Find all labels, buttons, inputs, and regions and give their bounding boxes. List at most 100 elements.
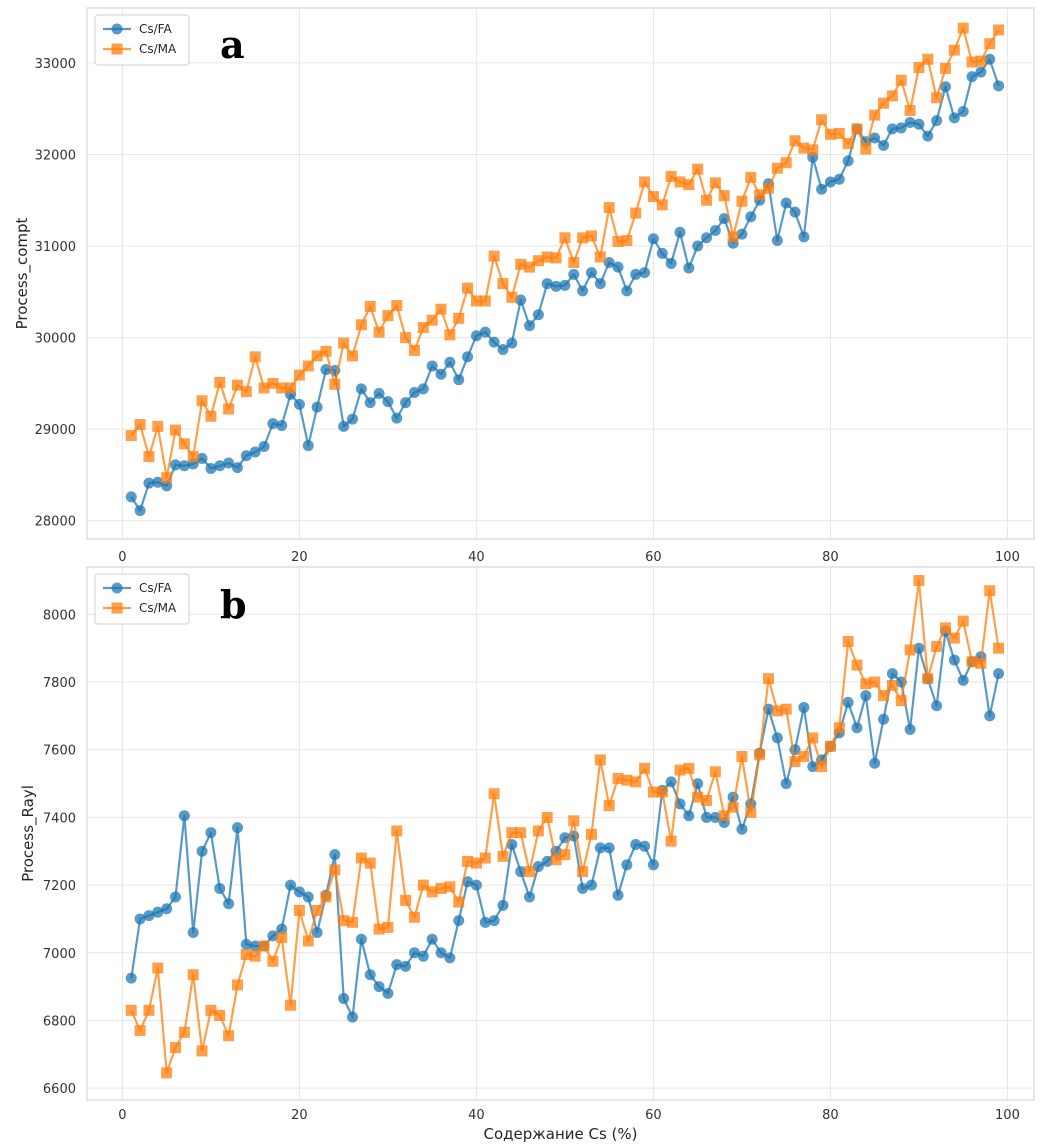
data-point xyxy=(258,441,270,453)
y-axis-label: Process_Rayl xyxy=(19,785,38,882)
data-point xyxy=(143,910,155,922)
y-tick-label: 7200 xyxy=(43,879,76,894)
data-point xyxy=(939,62,951,74)
data-point xyxy=(276,923,288,935)
data-point xyxy=(745,171,757,183)
data-point xyxy=(479,326,491,338)
data-point xyxy=(435,303,447,315)
data-point xyxy=(205,827,217,839)
data-point xyxy=(585,230,597,242)
data-point xyxy=(453,374,465,386)
data-point xyxy=(320,364,332,376)
data-point xyxy=(178,438,190,450)
data-point xyxy=(665,257,677,269)
data-point xyxy=(869,757,881,769)
data-point xyxy=(524,866,536,878)
data-point xyxy=(382,921,394,933)
data-point xyxy=(240,938,252,950)
data-point xyxy=(568,257,580,269)
data-point xyxy=(373,981,385,993)
data-point xyxy=(479,852,491,864)
data-point xyxy=(603,257,615,269)
data-point xyxy=(807,761,819,773)
data-point xyxy=(771,705,783,717)
chart-panel-b: 0 20 40 60 80 100 6600 6800 7000 7200 7400 7600 7800… xyxy=(19,566,1035,1143)
y-tick-label: 30000 xyxy=(35,332,76,347)
data-point xyxy=(400,332,412,344)
data-point xyxy=(931,700,943,712)
data-point xyxy=(603,202,615,214)
data-point xyxy=(444,356,456,368)
data-point xyxy=(869,676,881,688)
legend-label: Cs/FA xyxy=(139,581,172,595)
data-point xyxy=(559,232,571,244)
data-point xyxy=(780,778,792,790)
data-point xyxy=(152,420,164,432)
data-point xyxy=(347,1011,359,1023)
data-point xyxy=(860,690,872,702)
data-point xyxy=(975,657,987,669)
data-point xyxy=(382,310,394,322)
data-point xyxy=(214,1009,226,1021)
data-point xyxy=(214,460,226,472)
x-tick-label: 80 xyxy=(822,1108,839,1123)
data-point xyxy=(285,382,297,394)
data-point xyxy=(577,285,589,297)
data-point xyxy=(798,701,810,713)
data-point xyxy=(630,838,642,850)
data-point xyxy=(736,195,748,207)
y-tick-label: 29000 xyxy=(35,423,76,438)
data-point xyxy=(621,774,633,786)
data-point xyxy=(736,751,748,763)
data-point xyxy=(647,233,659,245)
x-tick-label: 100 xyxy=(995,550,1020,565)
data-point xyxy=(408,344,420,356)
data-point xyxy=(249,351,261,363)
data-point xyxy=(470,879,482,891)
data-point xyxy=(692,163,704,175)
legend-marker xyxy=(111,43,123,55)
data-point xyxy=(789,756,801,768)
data-point xyxy=(895,74,907,86)
y-tick-label: 7400 xyxy=(43,811,76,826)
data-point xyxy=(895,695,907,707)
data-point xyxy=(816,114,828,126)
data-point xyxy=(240,450,252,462)
data-point xyxy=(957,105,969,117)
data-point xyxy=(771,162,783,174)
data-point xyxy=(355,852,367,864)
data-point xyxy=(816,183,828,195)
data-point xyxy=(435,882,447,894)
data-point xyxy=(603,800,615,812)
data-point xyxy=(860,678,872,690)
data-point xyxy=(966,71,978,83)
data-point xyxy=(771,235,783,247)
legend: Cs/FA Cs/MA xyxy=(94,573,190,625)
data-point xyxy=(692,791,704,803)
data-point xyxy=(196,395,208,407)
data-point xyxy=(453,915,465,927)
data-point xyxy=(612,773,624,785)
data-point xyxy=(462,282,474,294)
data-point xyxy=(842,137,854,149)
data-point xyxy=(382,987,394,999)
data-point xyxy=(674,226,686,238)
data-point xyxy=(709,766,721,778)
x-tick-label: 60 xyxy=(645,550,662,565)
data-point xyxy=(683,762,695,774)
data-point xyxy=(364,969,376,981)
data-point xyxy=(639,762,651,774)
data-point xyxy=(293,369,305,381)
data-point xyxy=(886,668,898,680)
data-point xyxy=(267,955,279,967)
data-point xyxy=(170,891,182,903)
data-point xyxy=(718,213,730,225)
data-point xyxy=(125,491,137,503)
data-point xyxy=(577,866,589,878)
data-point xyxy=(506,291,518,303)
data-point xyxy=(311,904,323,916)
data-point xyxy=(444,881,456,893)
data-point xyxy=(267,377,279,389)
data-point xyxy=(594,251,606,263)
data-point xyxy=(541,278,553,290)
